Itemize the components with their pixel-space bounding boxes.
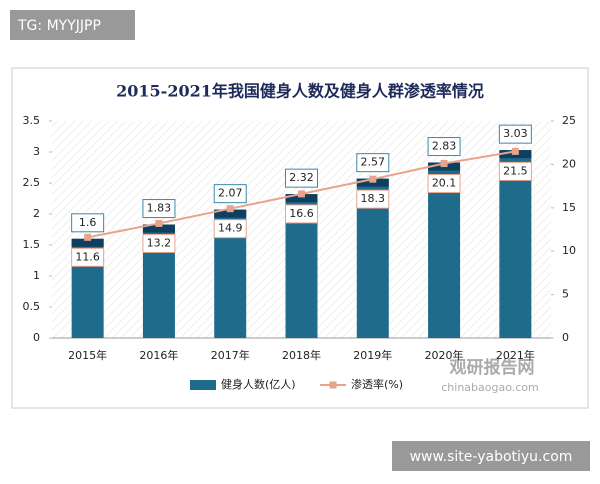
y-tick-label: 3 xyxy=(33,145,40,158)
line-label: 20.1 xyxy=(432,177,457,190)
legend-swatch xyxy=(190,380,216,390)
y-tick-label: 2.5 xyxy=(23,176,41,189)
chart-title: 2015-2021年我国健身人数及健身人群渗透率情况 xyxy=(116,82,484,101)
y-tick-label: 3.5 xyxy=(23,114,41,127)
legend-label: 渗透率(%) xyxy=(351,377,403,391)
y2-tick-label: 10 xyxy=(562,244,576,257)
line-marker xyxy=(84,233,92,241)
bar-cap xyxy=(142,224,175,233)
line-label-box xyxy=(356,189,390,209)
bar xyxy=(499,150,532,338)
line-label-box xyxy=(142,233,176,253)
bar-cap xyxy=(71,238,104,247)
tag-text: TG: MYYJJPP xyxy=(17,18,101,34)
y2-tick-label: 25 xyxy=(562,114,576,127)
bar-label: 2.83 xyxy=(432,140,457,153)
x-tick-label: 2017年 xyxy=(211,348,250,362)
legend-label: 健身人数(亿人) xyxy=(221,377,296,391)
line-label-box xyxy=(71,247,105,267)
line-label-box xyxy=(427,174,461,194)
x-tick-label: 2018年 xyxy=(282,348,321,362)
url-text: www.site-yabotiyu.com xyxy=(410,449,573,465)
bar-cap xyxy=(285,194,318,203)
line-marker xyxy=(369,175,377,183)
bar-label-box xyxy=(498,124,532,144)
line-marker xyxy=(440,160,448,168)
line-label: 21.5 xyxy=(503,164,528,177)
x-tick-label: 2021年 xyxy=(496,348,535,362)
bar-label-box xyxy=(356,153,390,173)
x-tick-label: 2020年 xyxy=(425,348,464,362)
tag-box xyxy=(10,10,135,40)
bar-label: 1.83 xyxy=(147,202,172,215)
y2-tick-label: 15 xyxy=(562,201,576,214)
x-tick-label: 2016年 xyxy=(139,348,178,362)
line-label: 13.2 xyxy=(147,236,172,249)
line-marker xyxy=(298,190,305,198)
line-label-box xyxy=(498,161,532,181)
y-tick-label: 2 xyxy=(33,207,40,220)
line-marker xyxy=(511,147,519,155)
line-label-box xyxy=(213,219,247,239)
bar-label: 1.6 xyxy=(79,216,97,229)
url-box xyxy=(392,441,590,471)
line-label: 11.6 xyxy=(75,250,100,263)
y-tick-label: 1 xyxy=(33,269,40,282)
y-tick-label: 0 xyxy=(33,331,40,344)
bar-label-box xyxy=(427,137,461,157)
line-label: 16.6 xyxy=(289,207,314,220)
bar-label-box xyxy=(285,168,318,188)
watermark-name: 观研报告网 xyxy=(449,357,535,378)
bar-label: 2.07 xyxy=(218,187,243,200)
watermark-domain: chinabaogao.com xyxy=(441,381,539,394)
line-label: 18.3 xyxy=(361,192,386,205)
bar-cap xyxy=(356,178,389,187)
bar-label-box xyxy=(71,213,105,233)
legend-swatch-marker xyxy=(329,381,337,389)
bar-label: 2.57 xyxy=(361,156,386,169)
line-label: 14.9 xyxy=(218,222,243,235)
y2-tick-label: 20 xyxy=(562,157,576,170)
line-marker xyxy=(226,205,234,213)
line-label-box xyxy=(285,204,318,224)
y2-tick-label: 0 xyxy=(562,331,569,344)
y-tick-label: 1.5 xyxy=(23,238,41,251)
y-tick-label: 0.5 xyxy=(23,300,41,313)
line-marker xyxy=(155,219,163,227)
bar-cap xyxy=(214,209,247,218)
bar-label-box xyxy=(142,199,176,219)
bar-label-box xyxy=(213,184,247,204)
y2-tick-label: 5 xyxy=(562,288,569,301)
x-tick-label: 2019年 xyxy=(353,348,392,362)
bar-label: 2.32 xyxy=(289,171,314,184)
x-tick-label: 2015年 xyxy=(68,348,107,362)
bar-label: 3.03 xyxy=(503,127,528,140)
